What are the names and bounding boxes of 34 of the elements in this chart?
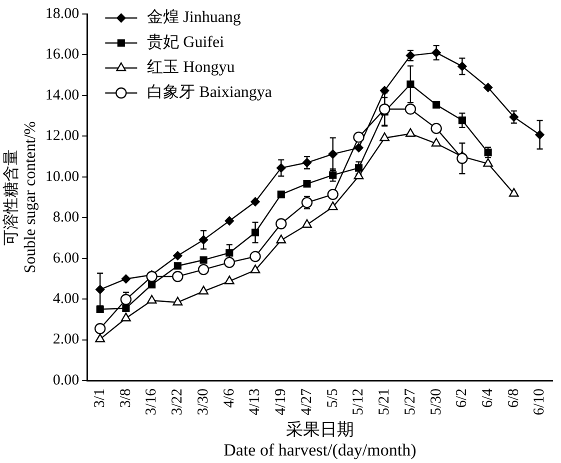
y-tick-label: 10.00 [45, 168, 80, 185]
x-tick-label: 4/27 [298, 388, 315, 416]
x-tick-label: 3/30 [195, 388, 212, 416]
legend-label: 贵妃 Guifei [147, 33, 225, 52]
y-tick-label: 2.00 [52, 332, 80, 348]
legend-label: 红玉 Hongyu [147, 59, 235, 76]
y-tick-label: 18.00 [45, 6, 80, 22]
x-tick-label: 4/13 [247, 388, 264, 416]
x-tick-label: 6/10 [532, 388, 548, 416]
x-tick-label: 3/16 [144, 388, 160, 416]
x-tick-label: 4/6 [221, 388, 238, 408]
x-tick-label: 6/8 [506, 388, 522, 408]
legend-label: 金煌 Jinhuang [147, 9, 241, 26]
legend-label: 白象牙 Baixiangya [147, 84, 272, 102]
x-tick-label: 5/21 [376, 388, 393, 416]
x-tick-label: 6/2 [454, 388, 470, 408]
y-tick-label: 6.00 [52, 250, 80, 266]
x-tick-label: 5/5 [324, 388, 341, 408]
x-tick-label: 3/8 [118, 388, 134, 408]
y-tick-label: 0.00 [52, 372, 80, 388]
x-tick-label: 6/4 [480, 388, 496, 408]
x-tick-label: 3/1 [92, 388, 108, 408]
y-tick-label: 8.00 [52, 210, 80, 226]
x-tick-label: 5/27 [402, 388, 418, 416]
x-tick-label: 5/30 [428, 388, 444, 416]
y-axis-title: 可溶性糖含量 Souble sugar content/% [2, 121, 40, 274]
y-tick-label: 4.00 [52, 291, 80, 308]
y-tick-label: 14.00 [45, 87, 80, 104]
x-tick-label: 5/12 [350, 388, 367, 416]
x-tick-label: 3/22 [170, 388, 186, 416]
x-axis-title: 采果日期 Date of harvest/(day/month) [224, 420, 416, 460]
y-tick-label: 12.00 [45, 128, 80, 144]
y-tick-label: 16.00 [45, 46, 80, 63]
x-tick-label: 4/19 [273, 388, 290, 416]
